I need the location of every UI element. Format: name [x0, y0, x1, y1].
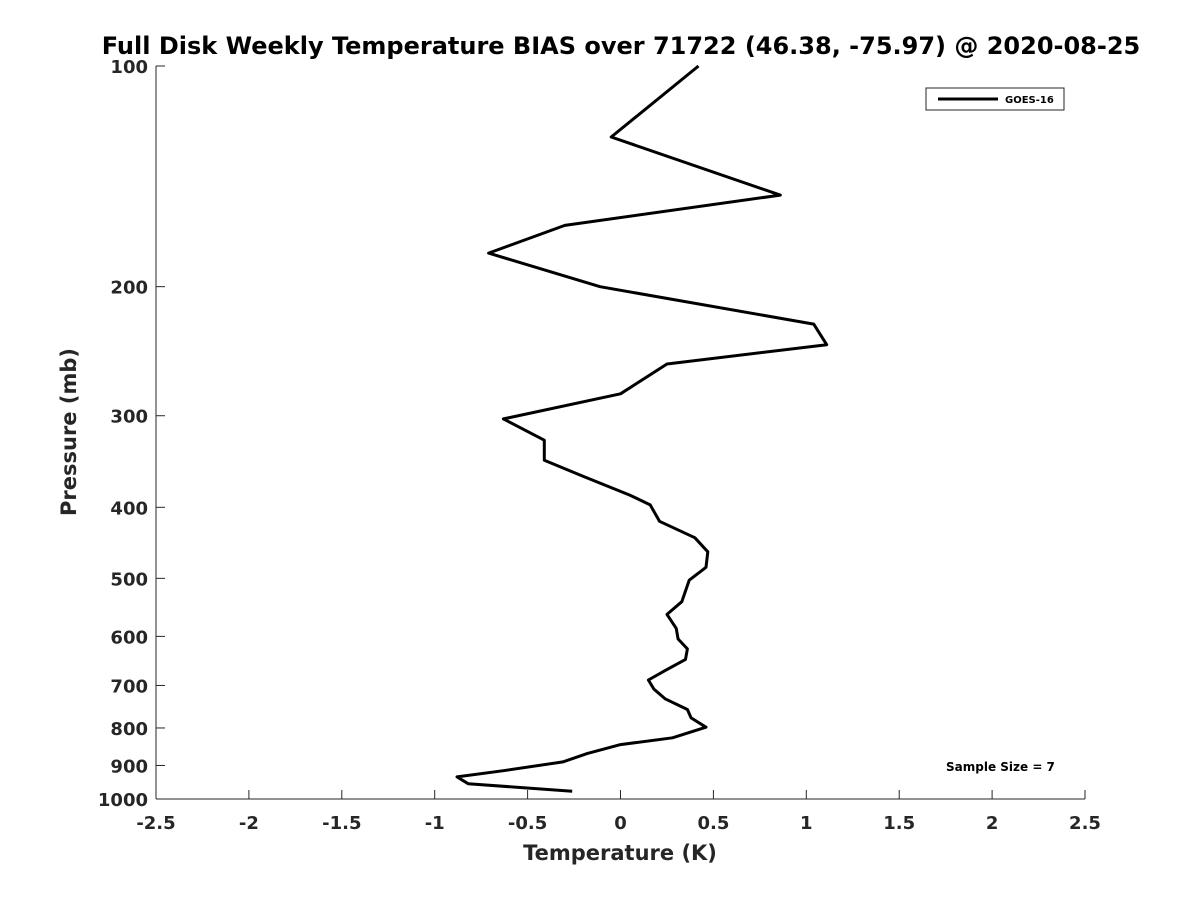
- y-tick-label: 1000: [98, 790, 148, 811]
- x-tick-label: -1: [425, 813, 445, 834]
- plot-area: [156, 66, 1085, 799]
- y-tick-label: 900: [110, 756, 148, 777]
- y-tick-label: 500: [110, 569, 148, 590]
- y-tick-label: 800: [110, 719, 148, 740]
- sample-size-annotation: Sample Size = 7: [946, 760, 1055, 774]
- y-tick-label: 600: [110, 627, 148, 648]
- x-tick-label: 1: [800, 813, 813, 834]
- x-tick-label: 1.5: [883, 813, 915, 834]
- x-tick-label: -2.5: [136, 813, 175, 834]
- chart-title: Full Disk Weekly Temperature BIAS over 7…: [102, 32, 1141, 60]
- x-axis-ticks: -2.5 -2 -1.5 -1 -0.5 0 0.5 1 1.5 2 2.5: [136, 790, 1101, 834]
- y-tick-label: 400: [110, 498, 148, 519]
- y-tick-label: 300: [110, 407, 148, 428]
- x-axis-label: Temperature (K): [523, 841, 717, 865]
- legend: GOES-16: [925, 87, 1065, 111]
- x-tick-label: -1.5: [322, 813, 361, 834]
- y-axis-label: Pressure (mb): [57, 348, 81, 516]
- series-group: [455, 64, 829, 793]
- legend-label-goes-16: GOES-16: [1005, 95, 1054, 106]
- x-tick-label: 2: [986, 813, 999, 834]
- x-tick-label: -0.5: [508, 813, 547, 834]
- x-tick-label: 0.5: [697, 813, 729, 834]
- y-axis-ticks: 100 200 300 400 500 600 700 800 900 1000: [98, 57, 165, 811]
- series-line-goes-16: [455, 64, 829, 793]
- x-tick-label: -2: [239, 813, 259, 834]
- y-tick-label: 100: [110, 57, 148, 78]
- y-tick-label: 700: [110, 676, 148, 697]
- x-tick-label: 2.5: [1069, 813, 1101, 834]
- x-tick-label: 0: [614, 813, 627, 834]
- y-tick-label: 200: [110, 278, 148, 299]
